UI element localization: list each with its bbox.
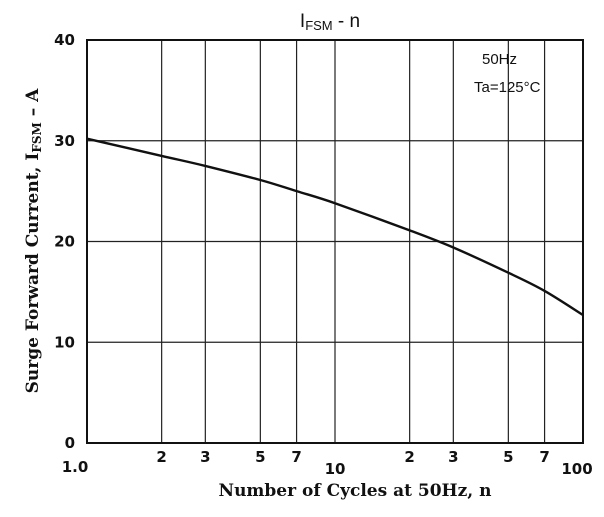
x-tick-label: 100: [561, 460, 592, 478]
x-tick-label: 3: [200, 448, 210, 466]
x-tick-label: 2: [156, 448, 166, 466]
y-tick-label: 0: [65, 434, 75, 452]
x-tick-label: 5: [503, 448, 513, 466]
y-tick-label: 20: [54, 233, 75, 251]
y-tick-label: 40: [54, 31, 75, 49]
x-tick-label: 3: [448, 448, 458, 466]
x-tick-label: 7: [539, 448, 549, 466]
tick-labels: 0 10 20 30 40 1.0 2 3 5 7 10 2 3 5 7 100: [54, 31, 593, 478]
y-axis-label: Surge Forward Current, IFSM – A: [23, 88, 44, 393]
chart-title: IFSM - n: [300, 11, 360, 33]
y-tick-label: 30: [54, 132, 75, 150]
annotation-frequency: 50Hz: [482, 51, 517, 68]
y-tick-label: 10: [54, 333, 75, 351]
x-tick-label: 1.0: [62, 458, 89, 476]
x-axis-label: Number of Cycles at 50Hz, n: [219, 481, 492, 501]
x-tick-label: 10: [325, 460, 346, 478]
grid: [86, 39, 584, 444]
series: [86, 137, 584, 317]
x-tick-label: 7: [291, 448, 301, 466]
plot-frame: [86, 39, 584, 444]
x-tick-label: 2: [404, 448, 414, 466]
series-line: [86, 137, 584, 317]
annotation-temperature: Ta=125°C: [474, 79, 541, 96]
x-tick-label: 5: [255, 448, 265, 466]
